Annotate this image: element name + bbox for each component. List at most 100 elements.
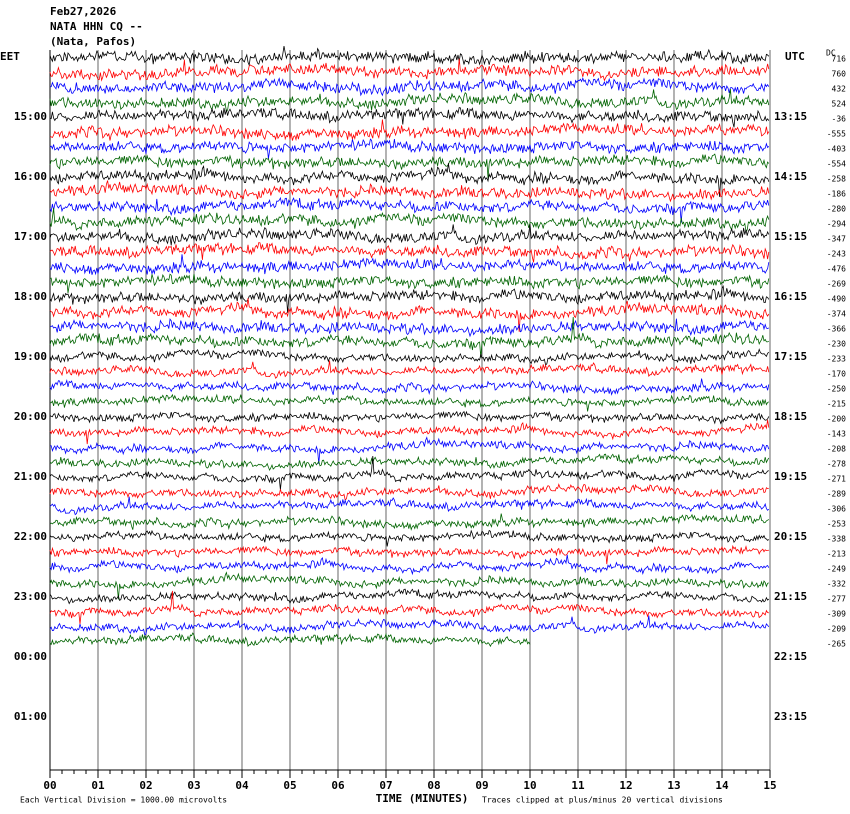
trace: [49, 106, 770, 128]
dc-offset: -278: [827, 460, 846, 469]
trace: [49, 88, 770, 113]
dc-offset: -554: [827, 160, 846, 169]
trace: [49, 46, 770, 67]
x-tick-label: 13: [667, 779, 680, 792]
right-time: 20:15: [774, 530, 807, 543]
trace: [49, 588, 770, 605]
dc-offset: -233: [827, 355, 846, 364]
dc-offset: -271: [827, 475, 846, 484]
dc-offset: -347: [827, 235, 846, 244]
left-zone: EET: [0, 50, 20, 63]
dc-offset: -309: [827, 610, 846, 619]
date: Feb27,2026: [50, 5, 117, 18]
trace: [49, 348, 770, 366]
trace: [49, 571, 769, 600]
trace: [49, 590, 769, 624]
dc-offset: -143: [827, 430, 846, 439]
dc-heading: DC: [826, 49, 836, 58]
left-time: 18:00: [14, 290, 47, 303]
dc-offset: -215: [827, 400, 846, 409]
x-tick-label: 08: [427, 779, 440, 792]
x-axis-label: TIME (MINUTES): [376, 792, 469, 805]
trace: [49, 544, 769, 565]
trace: [49, 153, 770, 178]
trace: [49, 196, 770, 223]
dc-offset: -403: [827, 145, 846, 154]
right-zone: UTC: [785, 50, 805, 63]
dc-offset: 760: [832, 70, 847, 79]
right-time: 14:15: [774, 170, 807, 183]
dc-offset: -306: [827, 505, 846, 514]
left-time: 19:00: [14, 350, 47, 363]
dc-offset: -338: [827, 535, 846, 544]
dc-offset: 432: [832, 85, 847, 94]
dc-offset: -555: [827, 130, 846, 139]
dc-offset: -476: [827, 265, 846, 274]
trace: [49, 180, 770, 203]
dc-offset: -280: [827, 205, 846, 214]
dc-offset: -170: [827, 370, 846, 379]
dc-offset: -243: [827, 250, 846, 259]
trace: [49, 632, 531, 648]
trace: [49, 496, 770, 516]
dc-offset: 524: [832, 100, 847, 109]
dc-offset: 716: [832, 55, 847, 64]
station: NATA HHN CQ --: [50, 20, 143, 33]
trace: [49, 316, 770, 358]
x-tick-label: 14: [715, 779, 729, 792]
trace: [49, 483, 769, 501]
dc-offset: -366: [827, 325, 846, 334]
dc-offset: -253: [827, 520, 846, 529]
trace: [49, 298, 770, 332]
dc-offset: -250: [827, 385, 846, 394]
trace: [49, 453, 770, 472]
x-tick-label: 06: [331, 779, 345, 792]
dc-offset: -332: [827, 580, 846, 589]
left-time: 15:00: [14, 110, 47, 123]
trace: [49, 410, 770, 425]
trace: [49, 58, 770, 82]
left-time: 20:00: [14, 410, 47, 423]
clip-note: Traces clipped at plus/minus 20 vertical…: [482, 796, 723, 805]
dc-offset: -277: [827, 595, 846, 604]
trace: [49, 419, 770, 445]
dc-offset: -208: [827, 445, 846, 454]
x-tick-label: 07: [379, 779, 392, 792]
x-tick-label: 01: [91, 779, 105, 792]
right-time: 15:15: [774, 230, 807, 243]
left-time: 23:00: [14, 590, 47, 603]
left-time: 21:00: [14, 470, 47, 483]
dc-offset: -230: [827, 340, 846, 349]
trace: [49, 455, 769, 490]
dc-offset: -249: [827, 565, 846, 574]
trace: [49, 436, 770, 465]
right-time: 16:15: [774, 290, 807, 303]
right-time: 23:15: [774, 710, 807, 723]
dc-offset: -36: [832, 115, 847, 124]
trace: [49, 378, 770, 396]
dc-offset: -213: [827, 550, 846, 559]
left-time: 00:00: [14, 650, 47, 663]
x-tick-label: 05: [283, 779, 296, 792]
right-time: 18:15: [774, 410, 807, 423]
left-time: 22:00: [14, 530, 47, 543]
dc-offset: -269: [827, 280, 846, 289]
trace: [49, 223, 770, 246]
x-tick-label: 10: [523, 779, 536, 792]
trace: [49, 513, 770, 531]
trace: [49, 360, 770, 379]
dc-offset: -258: [827, 175, 846, 184]
trace: [49, 77, 770, 97]
trace: [49, 163, 770, 197]
trace: [49, 615, 770, 636]
dc-offset: -490: [827, 295, 846, 304]
trace: [49, 393, 770, 412]
dc-offset: -374: [827, 310, 846, 319]
trace: [49, 554, 770, 576]
right-time: 22:15: [774, 650, 807, 663]
trace: [49, 285, 770, 313]
scale-note: Each Vertical Division = 1000.00 microvo…: [20, 796, 227, 805]
trace: [49, 273, 770, 294]
trace: [49, 241, 770, 263]
